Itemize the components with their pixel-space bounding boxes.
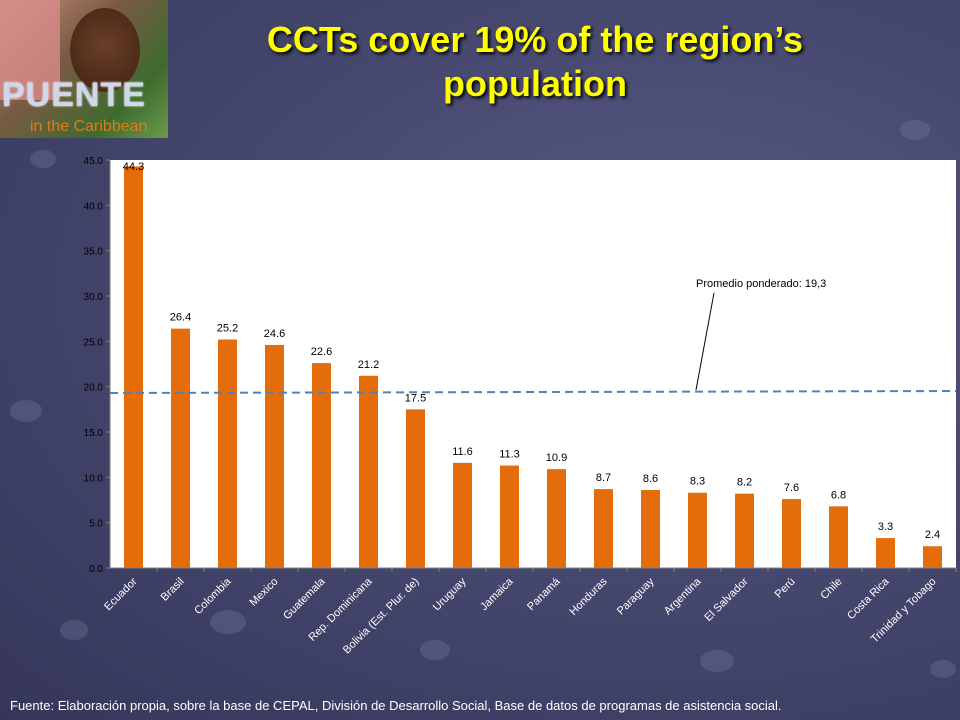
- logo-subtitle: in the Caribbean: [30, 118, 148, 135]
- reference-group: Promedio ponderado: 19,3: [109, 278, 957, 395]
- bar: [923, 546, 942, 568]
- y-tick-group: 0.0 5.0 10.0 15.0 20.0 25.0 30.0 35.0 40.0 45.0: [84, 156, 110, 575]
- bar: [124, 166, 143, 568]
- background-bubble: [210, 610, 246, 634]
- reference-line-label: Promedio ponderado: 19,3: [696, 278, 826, 290]
- y-tick-label: 40.0: [84, 201, 104, 212]
- x-category-label: Guatemala: [281, 575, 328, 622]
- bar-group: 44.3 26.4 25.2 24.6 22.6 21.2 17.5 11.6 11.3 10.9…: [123, 161, 942, 568]
- x-category-label: Ecuador: [102, 575, 140, 613]
- bar: [782, 499, 801, 568]
- bar-value-label: 8.2: [737, 477, 752, 489]
- bar-value-label: 8.3: [690, 476, 705, 488]
- x-category-label: Chile: [818, 576, 844, 602]
- bar-value-label: 8.7: [596, 472, 611, 484]
- x-category-label: El Salvador: [702, 575, 750, 623]
- x-category-label: Perú: [773, 576, 798, 601]
- logo-photo-shirt: [0, 0, 60, 100]
- bar: [547, 469, 566, 568]
- y-tick-label: 10.0: [84, 473, 104, 484]
- x-category-label: Honduras: [567, 575, 610, 618]
- y-tick-label: 0.0: [89, 564, 103, 575]
- bar-value-label: 24.6: [264, 328, 285, 340]
- bar: [735, 493, 754, 568]
- bar-value-label: 11.6: [452, 446, 473, 458]
- bar: [359, 375, 378, 568]
- bar-value-label: 22.6: [311, 346, 332, 358]
- x-category-label: Uruguay: [431, 575, 469, 613]
- bar: [265, 344, 284, 568]
- background-bubble: [420, 640, 450, 660]
- x-category-label: Costa Rica: [845, 575, 892, 622]
- puente-logo: PUENTE in the Caribbean: [0, 0, 168, 138]
- background-bubble: [10, 400, 42, 422]
- logo-word: PUENTE: [2, 76, 146, 114]
- bar-value-label: 21.2: [358, 359, 379, 371]
- bar-value-label: 17.5: [405, 392, 426, 404]
- y-tick-label: 45.0: [84, 156, 104, 167]
- x-category-label: Argentina: [662, 575, 704, 617]
- y-tick-label: 30.0: [84, 292, 104, 303]
- background-bubble: [930, 660, 956, 678]
- x-category-label: Brasil: [159, 576, 187, 604]
- bar-value-label: 7.6: [784, 482, 799, 494]
- background-bubble: [60, 620, 88, 640]
- reference-line: [109, 390, 957, 395]
- bar: [829, 506, 848, 568]
- bar: [218, 339, 237, 568]
- bar: [594, 489, 613, 568]
- logo-photo-child: [70, 8, 140, 92]
- bar-value-label: 6.8: [831, 489, 846, 501]
- bar-value-label: 10.9: [546, 452, 567, 464]
- x-category-label: Mexico: [247, 576, 280, 609]
- bar-value-label: 25.2: [217, 323, 238, 335]
- x-category-label: Paraguay: [615, 575, 657, 617]
- plot-area: [110, 160, 956, 568]
- bar: [876, 538, 895, 568]
- x-category-label: Jamaica: [478, 575, 516, 613]
- bar-value-label: 2.4: [925, 529, 940, 541]
- x-label-group: Ecuador Brasil Colombia Mexico GuatemalaRep.…: [102, 568, 957, 656]
- bar: [312, 363, 331, 568]
- y-tick-label: 35.0: [84, 247, 104, 258]
- y-tick-label: 5.0: [89, 519, 103, 530]
- background-bubble: [30, 150, 56, 168]
- y-tick-label: 25.0: [84, 337, 104, 348]
- bar: [406, 409, 425, 568]
- x-category-label: Panamá: [525, 575, 563, 613]
- x-category-label: Colombia: [192, 575, 234, 617]
- bar-value-label: 44.3: [123, 161, 144, 173]
- y-tick-label: 15.0: [84, 428, 104, 439]
- y-tick-label: 20.0: [84, 383, 104, 394]
- bar: [500, 465, 519, 568]
- reference-leader-line: [695, 292, 715, 391]
- bar-value-label: 11.3: [499, 449, 520, 461]
- background-bubble: [900, 120, 930, 140]
- bar: [453, 462, 472, 568]
- bar-value-label: 8.6: [643, 473, 658, 485]
- background-bubble: [700, 650, 734, 672]
- source-note: Fuente: Elaboración propia, sobre la bas…: [10, 698, 782, 713]
- slide-title: CCTs cover 19% of the region’s populatio…: [266, 19, 804, 104]
- bar-value-label: 26.4: [170, 312, 191, 324]
- bar: [171, 328, 190, 568]
- bar: [688, 492, 707, 568]
- bar: [641, 490, 660, 568]
- bar-value-label: 3.3: [878, 521, 893, 533]
